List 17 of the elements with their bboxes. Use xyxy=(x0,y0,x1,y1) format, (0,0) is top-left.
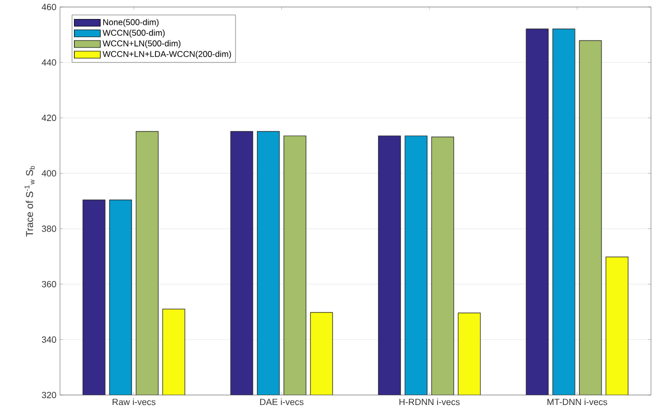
x-tick-label: H-RDNN i-vecs xyxy=(399,398,460,406)
y-axis-title: Trace of S$^{-1}$$_{w}$ S$_{b}$ xyxy=(24,166,35,237)
y-tick-label: 380 xyxy=(42,226,56,232)
y-tick-label: 460 xyxy=(42,4,56,10)
x-tick-label: Raw i-vecs xyxy=(112,398,156,406)
legend-label: WCCN+LN(500-dim) xyxy=(102,40,180,48)
y-tick-label: 340 xyxy=(42,336,56,343)
y-tick-label: 320 xyxy=(42,392,56,398)
y-tick-label: 440 xyxy=(42,59,56,66)
legend-label: None(500-dim) xyxy=(103,18,159,27)
y-tick-label: 360 xyxy=(42,280,56,288)
x-tick-label: MT-DNN i-vecs xyxy=(547,398,608,406)
y-tick-label: 420 xyxy=(42,114,56,122)
y-tick-label: 400 xyxy=(42,170,56,176)
x-tick-label: DAE i-vecs xyxy=(260,398,304,406)
legend-label: WCCN+LN+LDA-WCCN(200-dim) xyxy=(102,50,231,59)
legend-label: WCCN(500-dim) xyxy=(102,30,165,38)
